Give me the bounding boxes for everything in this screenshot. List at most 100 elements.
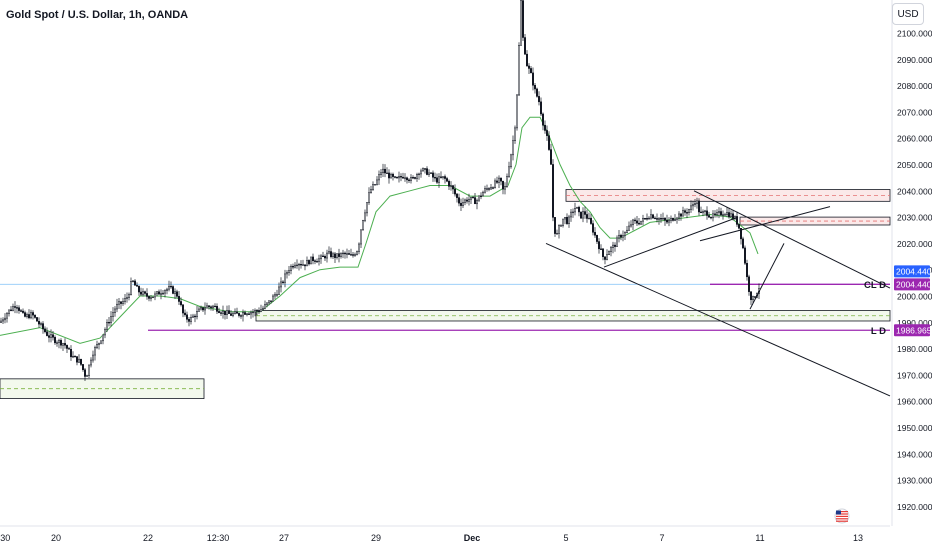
candle-up [704, 210, 706, 212]
candle-down [134, 280, 136, 286]
price-tick-label: 2000.000 [897, 292, 932, 302]
candle-down [566, 217, 568, 224]
time-tick-label: 22 [143, 533, 153, 543]
candle-down [18, 307, 20, 311]
time-tick-label: 11 [755, 533, 764, 543]
candle-up [232, 313, 234, 316]
candle-up [290, 265, 292, 271]
price-tick-label: 2070.000 [897, 107, 932, 117]
candle-up [190, 317, 192, 322]
candle-up [126, 297, 128, 299]
candle-up [360, 229, 362, 245]
time-tick-label: :30 [0, 533, 10, 543]
candle-up [430, 172, 432, 174]
time-tick-label: 20 [51, 533, 61, 543]
candle-up [616, 237, 618, 247]
candle-down [282, 281, 284, 283]
candle-down [24, 312, 26, 317]
price-tick-label: 1960.000 [897, 397, 932, 407]
candle-up [484, 188, 486, 193]
candle-down [720, 211, 722, 216]
candle-down [38, 321, 40, 325]
candle-up [724, 214, 726, 216]
candle-down [684, 210, 686, 213]
price-tick-label: 1970.000 [897, 370, 932, 380]
candle-down [402, 176, 404, 179]
candle-up [196, 311, 198, 318]
candle-down [500, 177, 502, 182]
trendline[interactable] [693, 190, 891, 289]
candle-down [182, 304, 184, 314]
candle-down [638, 222, 640, 225]
candle-up [260, 309, 262, 312]
candle-up [296, 264, 298, 267]
candle-up [574, 208, 576, 213]
us-flag-icon[interactable] [834, 508, 850, 524]
candle-up [254, 310, 256, 313]
candle-up [222, 310, 224, 314]
candle-down [68, 348, 70, 350]
candle-down [186, 314, 188, 320]
candle-up [486, 188, 488, 190]
candle-down [530, 68, 532, 74]
candle-down [534, 85, 536, 90]
candle-down [406, 177, 408, 181]
trendline[interactable] [699, 206, 831, 242]
candle-down [108, 322, 110, 324]
candle-up [690, 205, 692, 210]
candle-up [640, 220, 642, 225]
candle-up [370, 189, 372, 194]
candle-up [102, 334, 104, 342]
candle-down [224, 310, 226, 315]
candle-up [306, 260, 308, 267]
candle-up [378, 174, 380, 181]
candle-down [548, 135, 550, 150]
candle-up [342, 252, 344, 255]
candle-up [702, 211, 704, 213]
candle-down [80, 358, 82, 365]
currency-button[interactable]: USD [892, 3, 924, 25]
candle-up [506, 176, 508, 187]
candle-down [526, 53, 528, 67]
candle-down [208, 305, 210, 307]
candle-down [308, 260, 310, 265]
candle-up [416, 174, 418, 179]
price-tick-label: 1950.000 [897, 423, 932, 433]
candle-down [738, 224, 740, 229]
candle-up [630, 224, 632, 227]
candle-up [286, 272, 288, 275]
candle-up [50, 334, 52, 338]
candle-up [588, 217, 590, 220]
candle-down [220, 312, 222, 314]
candle-up [110, 316, 112, 323]
candle-down [604, 256, 606, 260]
candle-up [514, 127, 516, 142]
candle-up [512, 140, 514, 156]
zones [0, 189, 891, 399]
candle-down [522, 0, 524, 38]
trendline[interactable] [603, 216, 739, 268]
candle-up [670, 217, 672, 221]
candle-down [424, 168, 426, 170]
candle-down [710, 216, 712, 219]
candle-up [142, 291, 144, 295]
candle-up [490, 187, 492, 190]
trendline[interactable] [749, 243, 785, 310]
candle-down [528, 65, 530, 69]
candle-up [106, 322, 108, 330]
candle-up [198, 308, 200, 312]
trendline[interactable] [545, 242, 891, 397]
candle-up [320, 255, 322, 260]
candle-up [94, 347, 96, 356]
candle-up [726, 212, 728, 215]
candle-down [138, 286, 140, 293]
candle-down [436, 177, 438, 183]
candle-up [608, 251, 610, 255]
price-tick-label: 2100.000 [897, 29, 932, 39]
candle-down [248, 313, 250, 315]
last-price-tag-label: 2004.440 [896, 267, 932, 277]
candle-up [716, 212, 718, 215]
candle-up [130, 281, 132, 295]
